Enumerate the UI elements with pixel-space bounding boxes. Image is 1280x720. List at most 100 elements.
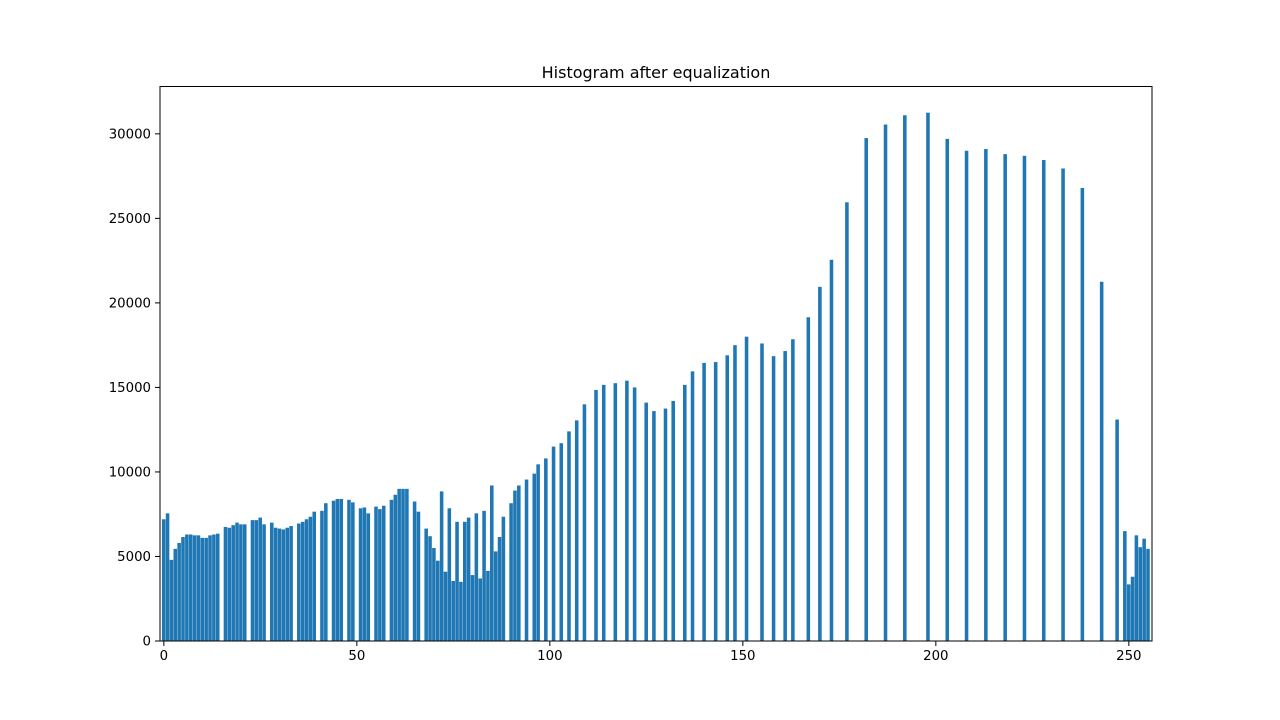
plot-frame bbox=[159, 86, 1153, 642]
histogram-bar bbox=[470, 575, 475, 641]
histogram-bar bbox=[601, 384, 606, 641]
histogram-bar bbox=[517, 485, 521, 641]
histogram-bar bbox=[536, 464, 540, 641]
y-tick-label: 0 bbox=[143, 635, 151, 650]
histogram-bar bbox=[165, 513, 170, 641]
histogram-bar bbox=[632, 387, 637, 641]
histogram-bar bbox=[300, 521, 305, 641]
y-tick-label: 30000 bbox=[109, 127, 151, 142]
histogram-bar bbox=[405, 488, 409, 641]
histogram-bar bbox=[513, 490, 517, 641]
histogram-bar bbox=[324, 503, 328, 641]
histogram-bar bbox=[964, 150, 969, 642]
histogram-bar bbox=[544, 458, 548, 641]
histogram-bar bbox=[389, 499, 394, 641]
histogram-bar bbox=[1080, 187, 1085, 641]
histogram-bar bbox=[559, 443, 564, 641]
histogram-bar bbox=[883, 124, 888, 642]
histogram-bar bbox=[1126, 584, 1131, 641]
histogram-bar bbox=[212, 534, 216, 641]
histogram-bar bbox=[671, 400, 675, 641]
histogram-bar bbox=[200, 537, 205, 641]
histogram-bar bbox=[289, 526, 293, 641]
histogram-bar bbox=[181, 537, 185, 641]
histogram-bar bbox=[984, 149, 988, 642]
histogram-bar bbox=[447, 508, 452, 641]
histogram-bar bbox=[1138, 547, 1143, 641]
histogram-bar bbox=[281, 529, 286, 641]
x-tick-label: 100 bbox=[537, 649, 562, 664]
histogram-bar bbox=[1134, 535, 1139, 641]
histogram-bar bbox=[466, 517, 471, 641]
histogram-bar bbox=[1041, 160, 1046, 642]
histogram-bar bbox=[362, 507, 367, 641]
y-tick-label: 10000 bbox=[109, 465, 151, 480]
histogram-bar bbox=[551, 446, 556, 641]
x-tick-label: 50 bbox=[348, 649, 365, 664]
histogram-bar bbox=[320, 510, 324, 641]
histogram-bar bbox=[273, 527, 278, 641]
histogram-bar bbox=[1022, 155, 1027, 641]
histogram-bar bbox=[818, 286, 822, 641]
histogram-bar bbox=[783, 351, 787, 641]
histogram-bar bbox=[347, 499, 351, 641]
histogram-bar bbox=[663, 408, 668, 641]
histogram-bar bbox=[297, 523, 301, 641]
y-tick-label: 15000 bbox=[109, 381, 151, 396]
histogram-bar bbox=[196, 535, 201, 641]
y-axis: 0 5000 10000 15000 20000 25000 30000 bbox=[109, 127, 160, 650]
histogram-bar bbox=[432, 548, 436, 641]
histogram-bar bbox=[169, 559, 174, 641]
histogram-bar bbox=[926, 112, 930, 641]
histogram-bar bbox=[242, 524, 247, 641]
histogram-bar bbox=[304, 519, 309, 641]
histogram-bar bbox=[277, 528, 282, 641]
x-tick-label: 200 bbox=[923, 649, 948, 664]
histogram-bar bbox=[161, 519, 166, 641]
histogram-bar bbox=[443, 571, 448, 641]
histogram-bar bbox=[845, 202, 849, 642]
y-tick-label: 25000 bbox=[109, 212, 151, 227]
histogram-bar bbox=[312, 511, 317, 641]
histogram-bar bbox=[231, 525, 235, 641]
histogram-bar bbox=[401, 488, 405, 641]
histogram-bar bbox=[497, 537, 502, 641]
histogram-bar bbox=[335, 498, 340, 641]
histogram-bar bbox=[806, 317, 811, 641]
histogram-bar bbox=[532, 473, 537, 641]
histogram-bar bbox=[903, 115, 907, 642]
histogram-bar bbox=[374, 506, 378, 641]
histogram-bar bbox=[358, 508, 363, 641]
histogram-bar bbox=[254, 520, 259, 641]
histogram-bar bbox=[235, 522, 239, 641]
histogram-bar bbox=[416, 511, 421, 641]
x-tick-label: 0 bbox=[160, 649, 168, 664]
histogram-bar bbox=[482, 510, 486, 641]
histogram-bar bbox=[1146, 548, 1150, 641]
histogram-bar bbox=[1142, 538, 1146, 641]
histogram-bar bbox=[439, 491, 444, 641]
histogram-bar bbox=[270, 522, 274, 641]
x-axis: 0 50 100 150 200 250 bbox=[160, 641, 1142, 664]
histogram-bar bbox=[339, 498, 344, 641]
histogram-bar bbox=[173, 548, 178, 641]
histogram-bar bbox=[690, 371, 695, 641]
histogram-bar bbox=[459, 581, 463, 641]
histogram-bar bbox=[381, 505, 386, 641]
histogram-bar bbox=[285, 527, 289, 641]
histogram-bar bbox=[733, 345, 737, 641]
x-tick-label: 250 bbox=[1116, 649, 1141, 664]
histogram-bar bbox=[509, 503, 513, 641]
histogram-bar bbox=[760, 343, 764, 641]
histogram-bar bbox=[490, 485, 494, 641]
histogram-bar bbox=[478, 578, 482, 641]
histogram-bar bbox=[308, 516, 313, 641]
histogram-bar bbox=[683, 384, 687, 641]
histogram-bar bbox=[625, 380, 629, 641]
histogram-bar bbox=[378, 509, 382, 641]
histogram-bar bbox=[1130, 576, 1135, 641]
histogram-bar bbox=[188, 534, 193, 641]
histogram-bar bbox=[644, 402, 648, 641]
histogram-bar bbox=[493, 551, 498, 641]
histogram-bar bbox=[524, 479, 529, 641]
